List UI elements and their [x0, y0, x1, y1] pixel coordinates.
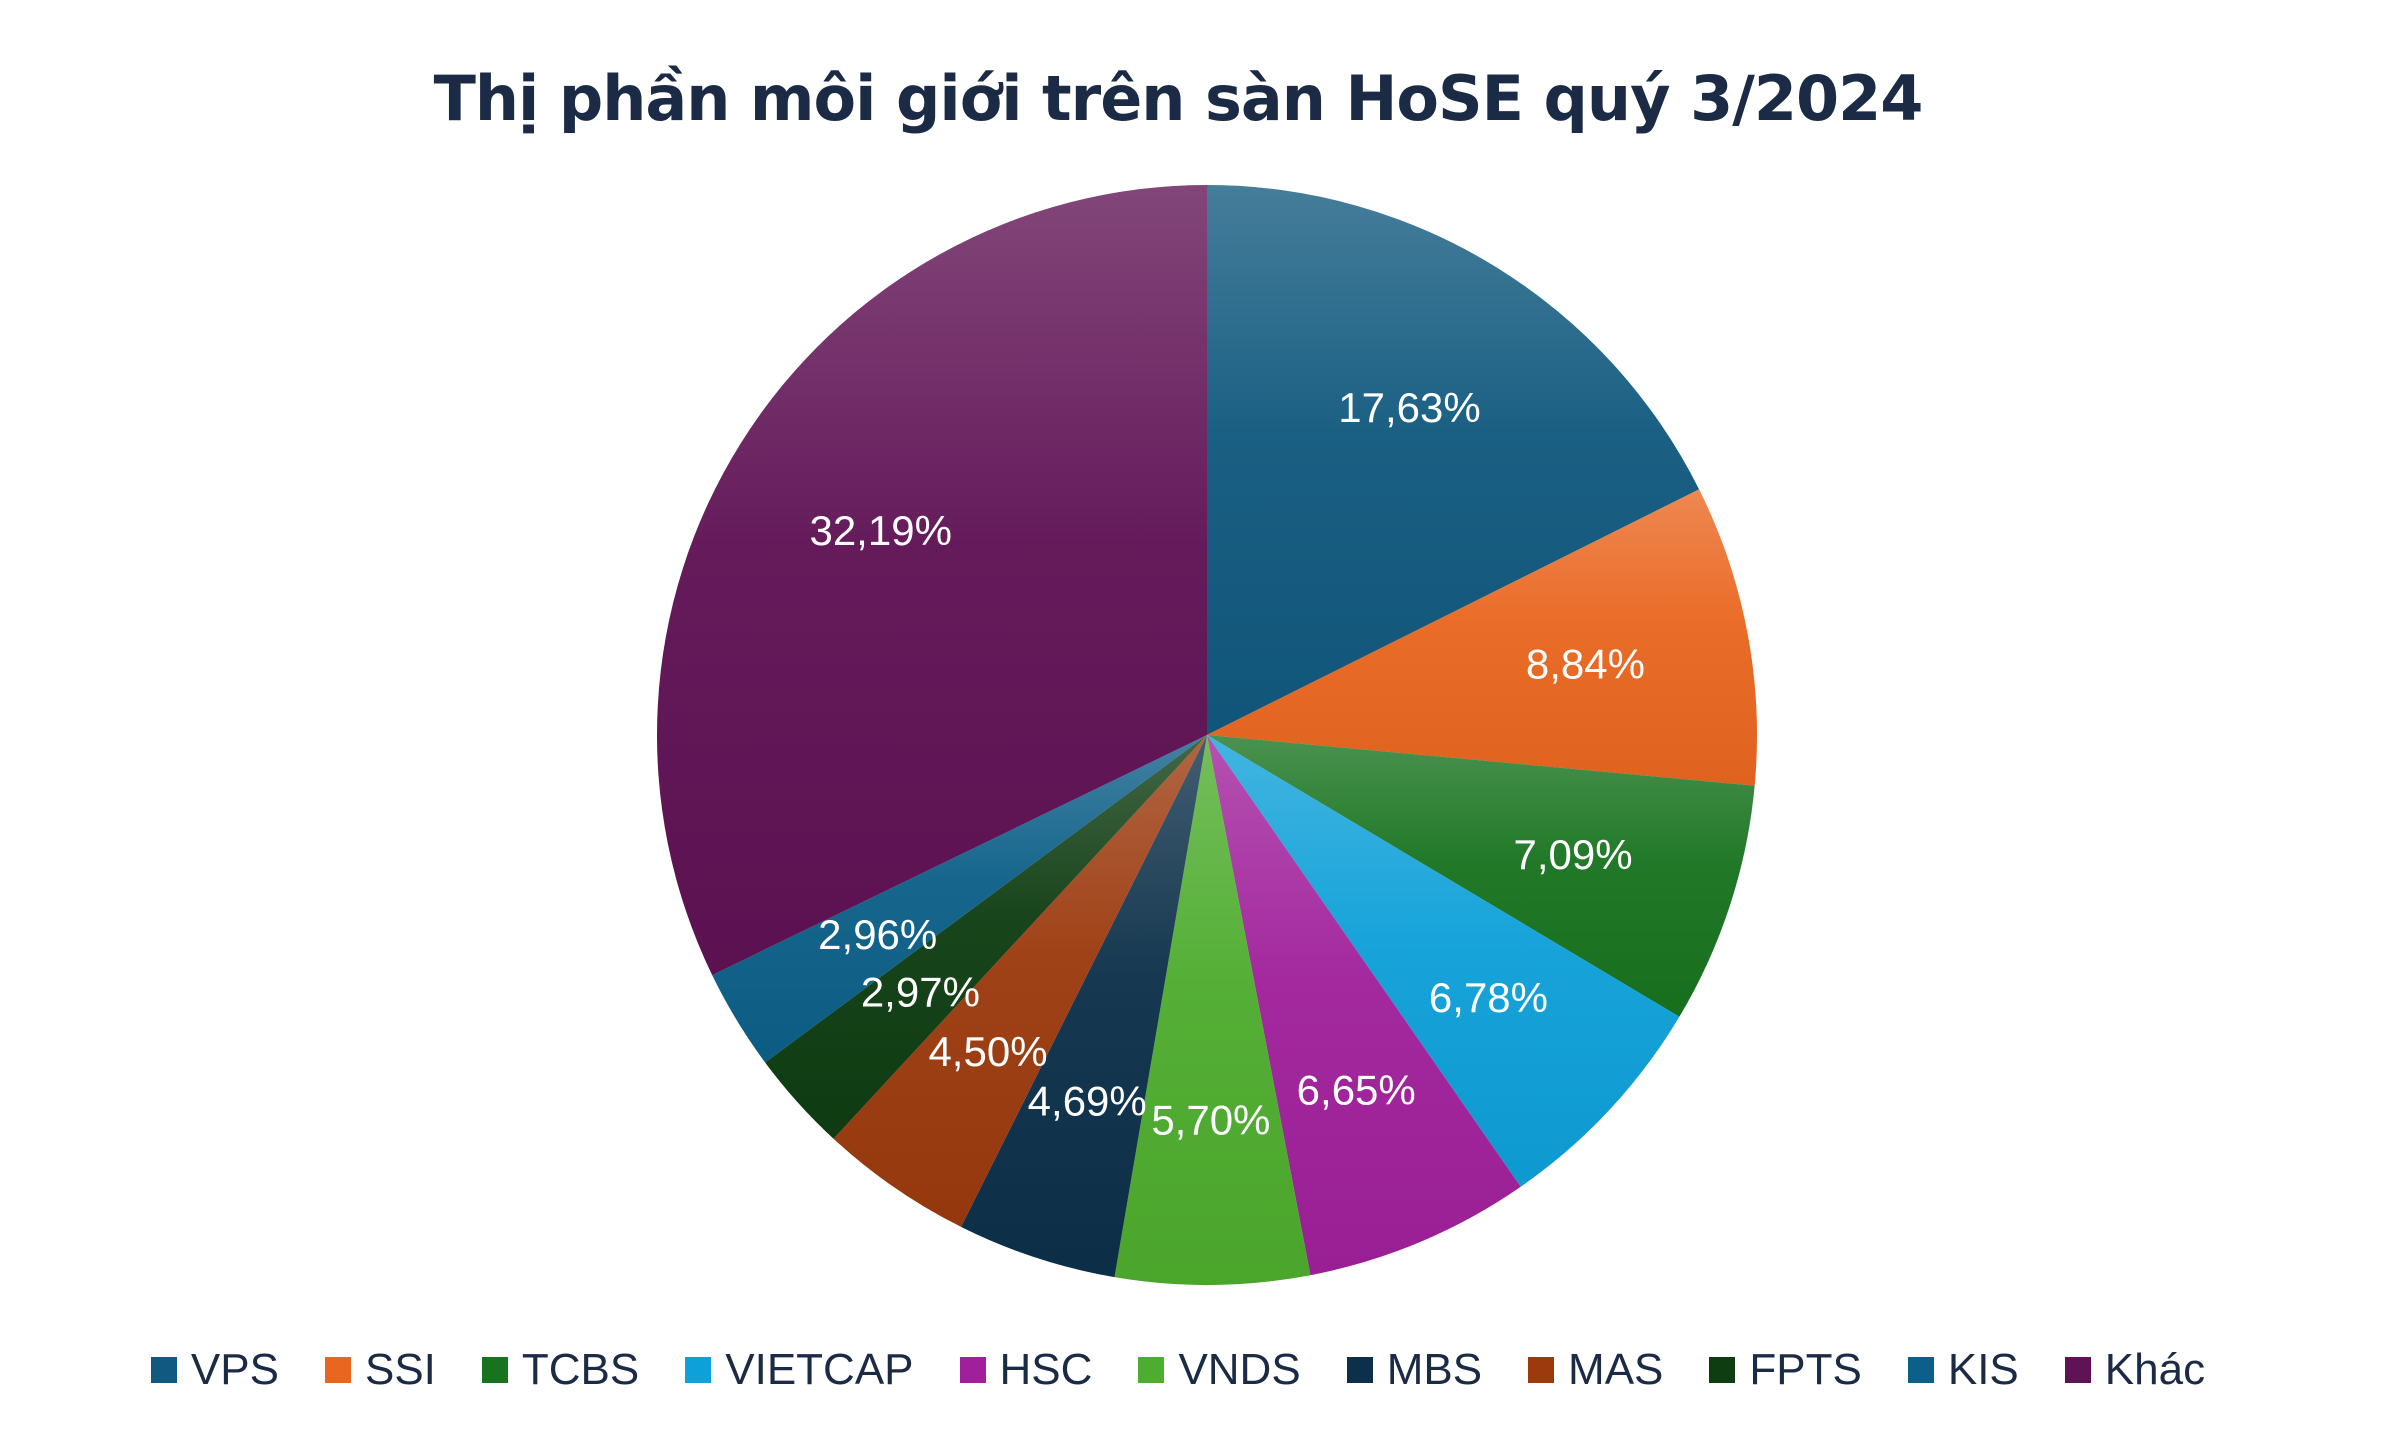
legend-swatch-vps: [150, 1357, 177, 1383]
legend-swatch-ssi: [324, 1357, 351, 1383]
pie-slice-shade-kis: [712, 735, 1207, 1063]
legend-item-hsc: HSC: [959, 1345, 1093, 1395]
data-label-vps: 17,63%: [1338, 384, 1480, 431]
pie-slice-shade-mas: [833, 735, 1207, 1227]
pie-slice-shade-khac: [656, 185, 1207, 976]
legend-item-vps: VPS: [150, 1345, 279, 1395]
legend-item-vnds: VNDS: [1138, 1345, 1301, 1395]
pie-slice-shade-vnds: [1114, 735, 1311, 1285]
pie-slice-shade-fpts: [765, 735, 1207, 1139]
data-label-ssi: 8,84%: [1526, 641, 1645, 688]
legend-label-vps: VPS: [190, 1345, 279, 1394]
legend-swatch-vietcap: [685, 1357, 712, 1383]
legend-swatch-tcbs: [481, 1357, 508, 1383]
chart-title: Thị phần môi giới trên sàn HoSE quý 3/20…: [433, 62, 1924, 135]
legend-item-ssi: SSI: [324, 1345, 436, 1395]
legend-item-vietcap: VIETCAP: [685, 1345, 914, 1395]
legend-label-mbs: MBS: [1386, 1345, 1483, 1394]
legend-label-hsc: HSC: [999, 1345, 1093, 1394]
pie-slice-shade-tcbs: [1207, 735, 1755, 1017]
legend-item-mas: MAS: [1528, 1345, 1663, 1395]
pie-slice-shade-vietcap: [1207, 735, 1680, 1187]
pie-slice-shade-vps: [1207, 185, 1700, 735]
legend-label-ssi: SSI: [364, 1345, 436, 1394]
legend-item-fpts: FPTS: [1709, 1345, 1862, 1395]
data-label-vnds: 5,70%: [1151, 1096, 1270, 1143]
legend-swatch-khac: [2064, 1357, 2091, 1383]
data-label-vietcap: 6,78%: [1429, 974, 1548, 1021]
legend-label-kis: KIS: [1947, 1345, 2019, 1394]
legend-swatch-mbs: [1346, 1357, 1373, 1383]
legend-swatch-mas: [1528, 1357, 1555, 1383]
data-label-khac: 32,19%: [809, 507, 951, 554]
data-label-kis: 2,96%: [818, 911, 937, 958]
data-label-mas: 4,50%: [928, 1028, 1047, 1075]
pie-slice-shade-ssi: [1207, 489, 1757, 786]
legend-swatch-vnds: [1138, 1357, 1165, 1383]
legend-item-tcbs: TCBS: [481, 1345, 640, 1395]
legend: VPS SSI TCBS VIETCAP HSC VNDS MBS MAS FPTS KIS Khá…: [0, 1340, 2356, 1400]
pie-slice-shade-hsc: [1207, 735, 1521, 1276]
legend-label-khac: Khác: [2104, 1345, 2206, 1394]
legend-item-kis: KIS: [1907, 1345, 2019, 1395]
data-label-hsc: 6,65%: [1297, 1066, 1416, 1113]
legend-label-fpts: FPTS: [1749, 1345, 1862, 1394]
legend-label-vietcap: VIETCAP: [725, 1345, 914, 1394]
data-label-fpts: 2,97%: [861, 969, 980, 1016]
legend-swatch-hsc: [959, 1357, 986, 1383]
legend-label-tcbs: TCBS: [521, 1345, 640, 1394]
legend-label-mas: MAS: [1568, 1345, 1664, 1394]
data-label-mbs: 4,69%: [1028, 1077, 1147, 1124]
legend-swatch-kis: [1907, 1357, 1934, 1383]
legend-swatch-fpts: [1709, 1357, 1736, 1383]
legend-item-mbs: MBS: [1346, 1345, 1483, 1395]
pie-slice-shade-mbs: [961, 735, 1207, 1278]
data-label-tcbs: 7,09%: [1513, 831, 1632, 878]
legend-item-khac: Khác: [2064, 1345, 2206, 1395]
legend-label-vnds: VNDS: [1178, 1345, 1301, 1394]
